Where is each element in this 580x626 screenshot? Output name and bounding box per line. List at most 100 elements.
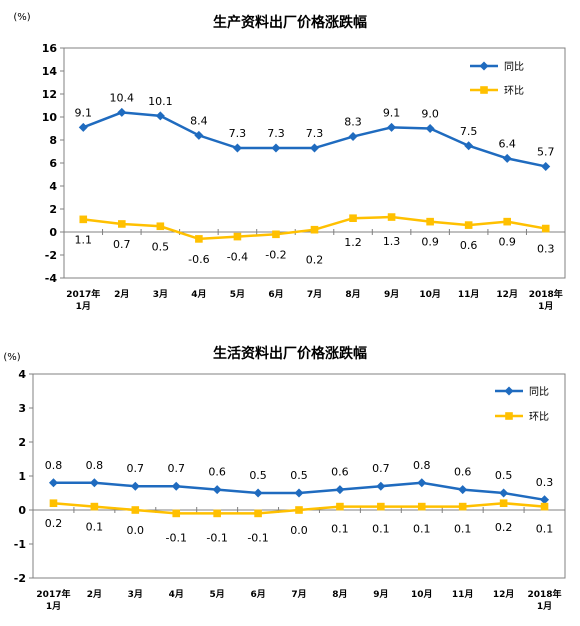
chart1-legend-marker [479, 61, 489, 71]
chart2-series-1-point [376, 481, 386, 491]
chart1-series-1-data-label: 5.7 [537, 145, 555, 158]
chart1-series-1-point [117, 107, 127, 117]
chart2-series-1-point [540, 495, 550, 505]
chart2-series-2-data-label: 0.1 [536, 523, 554, 536]
chart2-series-1-data-label: 0.6 [454, 466, 472, 479]
chart2-series-1-point [417, 478, 427, 488]
chart2-series-2-data-label: -0.1 [206, 531, 227, 544]
chart2-series-2-point [540, 502, 549, 511]
chart1-series-2-data-label: 1.2 [344, 236, 362, 249]
chart2-x-tick-label: 2017年 1月 [36, 588, 70, 612]
chart2-x-tick-label: 12月 [493, 589, 515, 600]
chart2-series-2-data-label: 0.1 [331, 523, 349, 536]
chart1-y-tick-label: -2 [45, 249, 57, 262]
chart2-x-tick-label: 2018年 1月 [528, 588, 562, 612]
chart2-series-1-point [335, 485, 345, 495]
chart1-x-tick-label: 11月 [458, 289, 480, 300]
chart2-series-1-point [89, 478, 99, 488]
chart1-series-2-data-label: 0.7 [113, 238, 131, 251]
chart1-series-2-point [272, 230, 280, 239]
chart2-y-tick-label: -2 [14, 572, 26, 585]
chart1-series-1-data-label: 9.0 [421, 108, 439, 121]
chart2-y-tick-label: 3 [18, 402, 26, 415]
chart2-y-tick-label: 2 [18, 436, 26, 449]
chart2-series-1-data-label: 0.8 [86, 459, 104, 472]
chart1-y-tick-label: 6 [49, 157, 57, 170]
chart2-series-1-data-label: 0.5 [249, 469, 267, 482]
chart2-series-2-point [172, 509, 181, 518]
chart1-series-1-point [348, 132, 358, 142]
chart1-series-2-point [233, 232, 242, 241]
chart2-series-2-point [254, 509, 262, 518]
chart2-x-tick-label: 9月 [373, 589, 388, 600]
chart2-legend-label: 同比 [529, 386, 549, 398]
chart2-series-2-point [90, 502, 99, 511]
chart2-series-2-data-label: 0.2 [495, 521, 513, 534]
chart-1-svg: 生产资料出厂价格涨跌幅 (%) -4 -2 0 2 4 6 8 10 12 14 16 2017年 1月 2月… [13, 12, 566, 312]
chart1-plot-frame [63, 47, 566, 279]
chart1-series-1-point [541, 161, 551, 171]
chart1-series-2-data-label: -0.4 [227, 251, 248, 264]
chart2-series-2-data-label: 0.1 [372, 523, 390, 536]
chart1-y-tick-label: 8 [49, 134, 57, 147]
chart2-series-1-data-label: 0.7 [167, 462, 185, 475]
chart1-series-2-point [156, 222, 165, 231]
chart1-series-2-data-label: 0.9 [421, 236, 439, 249]
chart2-series-2-data-label: -0.1 [165, 531, 186, 544]
chart2-series-2-point [499, 499, 508, 507]
chart1-series-2-point [310, 225, 319, 234]
chart1-series-1-point [232, 143, 242, 153]
chart2-x-tick-label: 4月 [169, 589, 184, 600]
chart1-x-tick-label: 8月 [345, 289, 360, 300]
chart2-series-2-data-label: -0.1 [247, 531, 268, 544]
chart2-legend-marker [504, 386, 514, 396]
chart1-x-tick-label: 2月 [114, 289, 129, 300]
chart1-series-2-data-label: 0.5 [152, 240, 170, 253]
chart2-series-2-data-label: 0.1 [454, 523, 472, 536]
chart1-y-tick-label: -4 [45, 272, 58, 285]
chart1-series-2-data-label: 0.2 [306, 254, 324, 267]
chart1-series-1-point [78, 122, 88, 132]
chart1-series-1-data-label: 7.3 [267, 127, 285, 140]
chart2-legend-marker [505, 412, 513, 420]
chart1-series-2-data-label: 0.9 [498, 236, 516, 249]
chart2-series-1-point [130, 481, 140, 491]
chart2-series-2-data-label: 0.1 [86, 521, 104, 534]
chart1-series-2-point [426, 217, 434, 226]
chart2-series-2-point [417, 502, 426, 511]
chart1-series-1-point [502, 153, 512, 163]
chart2-series-1-data-label: 0.5 [290, 469, 308, 482]
chart2-series-2-data-label: 0.2 [45, 517, 63, 530]
chart2-y-tick-label: 1 [18, 470, 26, 483]
chart2-series-1-data-label: 0.8 [413, 459, 431, 472]
chart1-x-tick-label: 10月 [419, 289, 441, 300]
chart1-series-1-point [271, 143, 281, 153]
chart1-series-2-point [195, 235, 203, 243]
chart1-series-1-data-label: 7.3 [306, 127, 324, 140]
chart2-x-tick-label: 5月 [210, 589, 225, 600]
chart2-series-2-data-label: 0.0 [290, 524, 308, 537]
chart2-series-1-data-label: 0.5 [495, 469, 513, 482]
chart1-y-tick-label: 14 [42, 65, 58, 78]
chart1-series-1-data-label: 10.1 [148, 95, 173, 108]
chart1-series-2-point [503, 217, 511, 226]
chart1-x-tick-label: 2017年 1月 [66, 288, 100, 312]
chart2-series-2-point [336, 502, 344, 511]
chart1-y-tick-label: 0 [49, 226, 57, 239]
chart2-title: 生活资料出厂价格涨跌幅 [213, 345, 367, 362]
chart2-x-tick-label: 7月 [291, 589, 306, 600]
chart1-series-1-point [387, 122, 397, 132]
chart1-series-2-data-label: -0.2 [265, 248, 286, 261]
chart1-y-unit: (%) [13, 12, 30, 23]
chart1-series-1-data-label: 6.4 [498, 137, 516, 150]
chart1-series-1-point [310, 143, 319, 153]
chart1-series-2-data-label: 0.6 [460, 239, 478, 252]
chart2-x-tick-label: 8月 [332, 589, 347, 600]
chart2-series-1-point [253, 488, 263, 498]
chart1-title: 生产资料出厂价格涨跌幅 [213, 14, 367, 31]
chart1-series-2-data-label: 1.3 [383, 235, 401, 248]
chart1-x-tick-label: 5月 [230, 289, 245, 300]
chart2-series-1-data-label: 0.6 [208, 466, 226, 479]
chart1-series-1-point [155, 111, 165, 121]
chart1-series-2-data-label: 1.1 [75, 233, 93, 246]
